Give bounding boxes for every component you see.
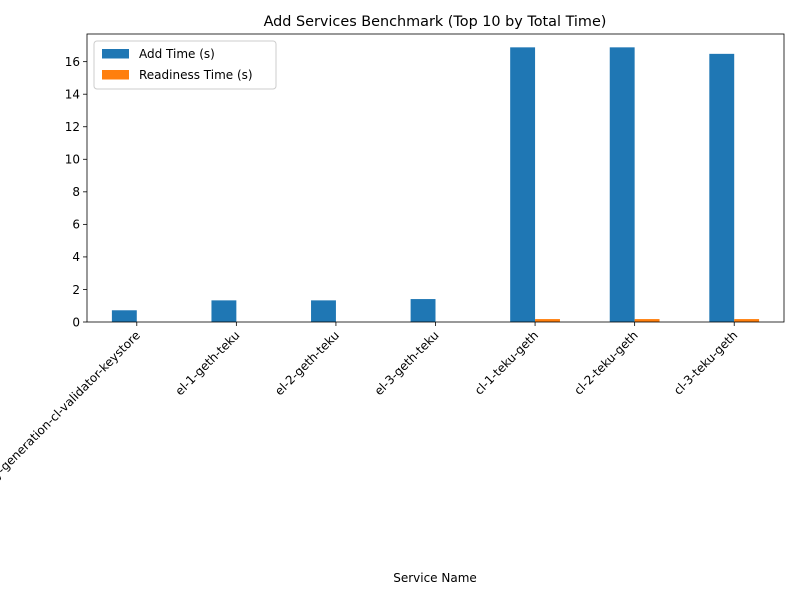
bar-add-time: [111, 310, 137, 322]
bars-layer: [111, 47, 760, 323]
bar-add-time: [510, 47, 536, 323]
bar-readiness-time: [734, 319, 760, 322]
y-tick-label: 16: [65, 55, 80, 69]
plot-frame: [86, 33, 785, 323]
y-tick-label: 2: [72, 283, 80, 297]
bar-readiness-time: [634, 319, 660, 322]
legend: Add Time (s) Readiness Time (s): [93, 40, 277, 90]
y-tick-label: 8: [72, 185, 80, 199]
bar-readiness-time: [535, 319, 560, 322]
legend-label: Readiness Time (s): [139, 68, 253, 82]
legend-swatch: [102, 70, 129, 80]
bar-add-time: [709, 53, 735, 322]
bar-add-time: [311, 300, 336, 322]
y-tick-label: 4: [72, 250, 80, 264]
bar-add-time: [410, 299, 436, 322]
legend-label: Add Time (s): [139, 47, 215, 61]
y-tick-label: 14: [65, 88, 80, 102]
bar-add-time: [211, 300, 237, 322]
bar-add-time: [609, 47, 635, 323]
chart-title: Add Services Benchmark (Top 10 by Total …: [264, 14, 607, 30]
legend-box: [93, 40, 277, 90]
y-tick-label: 6: [72, 218, 80, 232]
x-axis-label: Service Name: [393, 571, 477, 585]
y-axis: 0 2 4 6 8 10 12 14 16: [65, 55, 87, 329]
y-tick-label: 12: [65, 120, 80, 134]
y-tick-label: 10: [65, 153, 80, 167]
legend-swatch: [102, 49, 129, 59]
y-tick-label: 0: [72, 315, 80, 329]
